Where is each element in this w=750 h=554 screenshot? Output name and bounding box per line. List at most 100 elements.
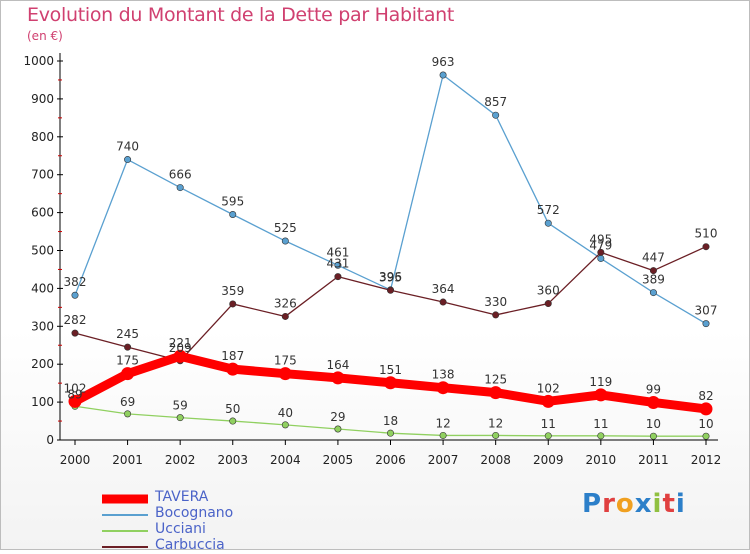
legend-label-ucciani: Ucciani	[155, 521, 206, 537]
data-label-ucciani: 12	[488, 416, 503, 430]
y-tick-label: 900	[31, 92, 54, 106]
data-label-bocognano: 382	[64, 275, 87, 289]
data-label-bocognano: 307	[695, 304, 718, 318]
x-tick-label: 2002	[165, 453, 196, 467]
data-point-ucciani	[281, 421, 289, 429]
data-label-carbuccia: 447	[642, 251, 665, 265]
data-label-bocognano: 525	[274, 221, 297, 235]
y-tick-label: 700	[31, 168, 54, 182]
x-tick-label: 2005	[323, 453, 354, 467]
data-point-ucciani	[124, 410, 132, 418]
data-point-carbuccia	[702, 243, 710, 251]
data-point-bocognano	[544, 219, 552, 227]
x-tick-label: 2003	[217, 453, 248, 467]
data-label-bocognano: 857	[484, 95, 507, 109]
data-point-tavera	[541, 394, 555, 408]
data-label-tavera: 164	[326, 358, 349, 372]
data-point-tavera	[594, 388, 608, 402]
data-label-carbuccia: 510	[695, 227, 718, 241]
legend-swatch-bocognano	[102, 514, 148, 516]
data-point-bocognano	[492, 111, 500, 119]
y-tick-label: 800	[31, 130, 54, 144]
data-point-tavera	[331, 371, 345, 385]
data-label-ucciani: 40	[278, 406, 293, 420]
data-label-carbuccia: 359	[221, 284, 244, 298]
series-line-bocognano	[74, 74, 707, 325]
y-tick-label: 600	[31, 206, 54, 220]
data-label-tavera: 151	[379, 363, 402, 377]
data-point-carbuccia	[334, 273, 342, 281]
chart-unit: (en €)	[27, 29, 63, 43]
y-tick-label: 0	[46, 433, 54, 447]
data-point-ucciani	[544, 432, 552, 440]
y-tick-label: 1000	[23, 54, 54, 68]
proxiti-logo: Proxiti	[582, 489, 686, 519]
data-point-bocognano	[702, 320, 710, 328]
data-label-tavera: 175	[116, 354, 139, 368]
data-label-carbuccia: 282	[64, 313, 87, 327]
data-label-tavera: 175	[274, 354, 297, 368]
x-tick-label: 2011	[638, 453, 669, 467]
legend-label-carbuccia: Carbuccia	[155, 537, 225, 553]
data-label-bocognano: 479	[589, 238, 612, 252]
data-point-tavera	[68, 394, 82, 408]
data-point-bocognano	[281, 237, 289, 245]
data-label-ucciani: 29	[330, 410, 345, 424]
data-label-ucciani: 50	[225, 402, 240, 416]
data-point-bocognano	[334, 261, 342, 269]
x-tick-label: 2012	[691, 453, 722, 467]
data-label-ucciani: 18	[383, 414, 398, 428]
data-point-tavera	[646, 395, 660, 409]
data-label-carbuccia: 209	[169, 341, 192, 355]
x-tick-label: 2007	[428, 453, 459, 467]
data-point-bocognano	[649, 289, 657, 297]
data-label-tavera: 82	[698, 389, 713, 403]
data-point-bocognano	[439, 71, 447, 79]
y-tick-label: 400	[31, 281, 54, 295]
data-point-carbuccia	[492, 311, 500, 319]
data-label-carbuccia: 364	[432, 282, 455, 296]
data-point-ucciani	[176, 414, 184, 422]
data-label-ucciani: 12	[435, 416, 450, 430]
data-point-carbuccia	[544, 300, 552, 308]
data-point-tavera	[173, 349, 187, 363]
data-point-ucciani	[702, 432, 710, 440]
data-label-tavera: 102	[64, 381, 87, 395]
data-point-tavera	[436, 381, 450, 395]
legend-swatch-ucciani	[102, 530, 148, 532]
data-point-tavera	[489, 386, 503, 400]
data-label-bocognano: 666	[169, 168, 192, 182]
data-label-carbuccia: 431	[326, 257, 349, 271]
data-point-bocognano	[597, 254, 605, 262]
data-point-carbuccia	[281, 312, 289, 320]
data-point-bocognano	[124, 156, 132, 164]
data-label-ucciani: 10	[698, 417, 713, 431]
x-tick-label: 2010	[586, 453, 617, 467]
data-point-tavera	[226, 362, 240, 376]
data-label-tavera: 102	[537, 381, 560, 395]
x-tick-label: 2001	[112, 453, 143, 467]
data-label-bocognano: 389	[642, 273, 665, 287]
data-point-carbuccia	[597, 248, 605, 256]
y-tick-label: 500	[31, 244, 54, 258]
data-point-ucciani	[649, 432, 657, 440]
data-label-tavera: 138	[432, 368, 455, 382]
data-point-carbuccia	[124, 343, 132, 351]
data-label-tavera: 221	[169, 336, 192, 350]
data-point-tavera	[121, 367, 135, 381]
legend-label-tavera: TAVERA	[155, 489, 209, 505]
data-point-tavera	[278, 367, 292, 381]
data-point-carbuccia	[386, 286, 394, 294]
x-tick-label: 2004	[270, 453, 301, 467]
data-label-ucciani: 59	[173, 399, 188, 413]
data-label-bocognano: 595	[221, 194, 244, 208]
data-point-ucciani	[386, 429, 394, 437]
x-tick-label: 2000	[60, 453, 91, 467]
data-label-tavera: 187	[221, 349, 244, 363]
data-label-carbuccia: 360	[537, 284, 560, 298]
y-tick-label: 300	[31, 319, 54, 333]
data-label-tavera: 119	[589, 375, 612, 389]
data-label-carbuccia: 326	[274, 296, 297, 310]
